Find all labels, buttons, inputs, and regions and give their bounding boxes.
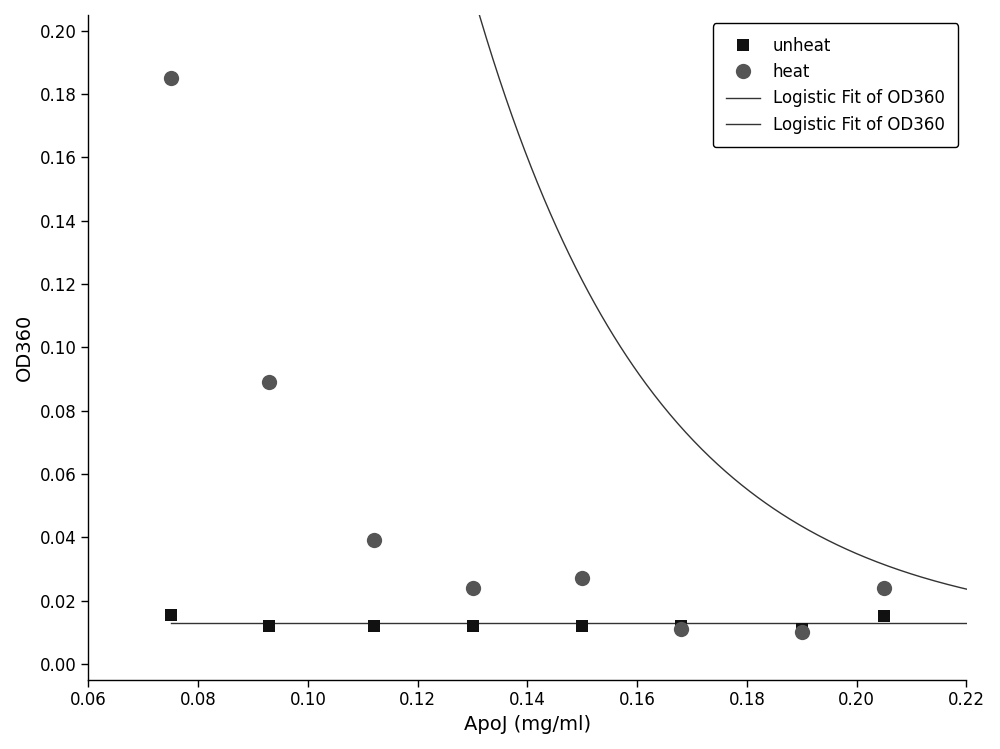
X-axis label: ApoJ (mg/ml): ApoJ (mg/ml) (464, 715, 591, 734)
Legend: unheat, heat, Logistic Fit of OD360, Logistic Fit of OD360: unheat, heat, Logistic Fit of OD360, Log… (713, 23, 958, 147)
Point (574, 572, 590, 584)
Point (163, 73, 179, 85)
Point (366, 620, 382, 632)
Point (465, 620, 481, 632)
Point (673, 620, 689, 632)
Point (261, 376, 277, 388)
Point (794, 626, 810, 638)
Point (673, 623, 689, 635)
Point (163, 609, 179, 621)
Point (574, 620, 590, 632)
Point (876, 582, 892, 594)
Point (261, 620, 277, 632)
Y-axis label: OD360: OD360 (15, 314, 34, 381)
Point (366, 534, 382, 546)
Point (794, 623, 810, 635)
Point (465, 582, 481, 594)
Point (876, 610, 892, 622)
